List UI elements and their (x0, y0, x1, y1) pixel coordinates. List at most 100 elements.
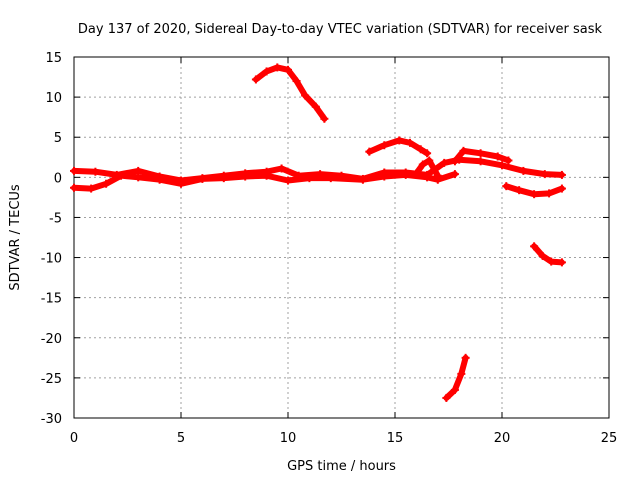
data-point (423, 149, 432, 158)
data-point (262, 171, 271, 180)
data-point (277, 164, 286, 173)
series-trace-rise-2 (450, 146, 513, 166)
data-point (442, 393, 451, 402)
data-point (547, 257, 556, 266)
series-trace-rise-1 (412, 156, 442, 180)
data-point (358, 175, 367, 184)
data-point (292, 77, 301, 86)
plot-frame (73, 56, 610, 419)
data-point (545, 189, 554, 198)
y-tick-label: -15 (41, 292, 62, 307)
data-point (395, 136, 404, 145)
data-point (502, 182, 511, 191)
data-point (305, 174, 314, 183)
data-point (284, 176, 292, 185)
y-tick-label: -5 (49, 211, 62, 226)
data-point (425, 156, 434, 165)
data-point (262, 67, 271, 76)
x-axis-label: GPS time / hours (287, 459, 396, 474)
data-point (416, 145, 425, 154)
chart-title: Day 137 of 2020, Sidereal Day-to-day VTE… (78, 22, 603, 37)
data-point (91, 167, 100, 176)
data-point (177, 179, 185, 188)
series-trace-dip-right (502, 182, 566, 199)
data-point (241, 172, 250, 181)
data-point (530, 242, 539, 251)
data-point (519, 166, 528, 175)
data-point (405, 138, 414, 147)
series-line (443, 354, 469, 401)
data-point (476, 157, 485, 166)
data-point (320, 114, 329, 123)
data-point (476, 149, 485, 158)
data-point (557, 184, 566, 193)
y-tick-label: 15 (45, 51, 62, 66)
data-point (70, 166, 78, 175)
series-line (531, 243, 565, 266)
data-point (326, 174, 335, 183)
x-tick-label: 5 (177, 431, 185, 446)
data-point (440, 158, 449, 167)
data-point (457, 369, 466, 378)
series-trace-bottom (442, 353, 470, 402)
data-point (70, 183, 78, 192)
data-point (155, 175, 164, 184)
y-tick-label: -20 (41, 332, 62, 347)
data-point (87, 184, 96, 193)
data-point (498, 161, 506, 170)
series-line (366, 137, 431, 157)
series-trace-main-lower (70, 170, 459, 193)
tick-marks (73, 56, 610, 419)
y-tick-label: -30 (41, 412, 62, 427)
data-point (450, 170, 459, 179)
data-point (433, 171, 442, 180)
data-point (515, 186, 524, 195)
data-point (251, 75, 260, 84)
x-tick-label: 15 (387, 431, 404, 446)
data-point (365, 147, 374, 156)
data-point (219, 174, 228, 183)
data-point (134, 173, 143, 182)
data-point (198, 174, 207, 183)
data-point (311, 102, 320, 111)
data-point (301, 91, 310, 100)
data-point (450, 157, 459, 166)
data-point (540, 170, 549, 179)
data-point (557, 258, 566, 267)
data-point (380, 172, 389, 181)
data-point (450, 385, 459, 394)
data-point (461, 353, 470, 362)
y-tick-label: -25 (41, 372, 62, 387)
series-trace-upper-arc (251, 63, 329, 123)
x-tick-label: 10 (280, 431, 297, 446)
grid (74, 57, 609, 418)
y-tick-label: 5 (54, 131, 62, 146)
y-tick-labels: -30 -25 -20 -15 -10 -5 0 5 10 15 (41, 51, 62, 427)
data-point (412, 169, 421, 178)
data-point (530, 190, 539, 199)
series-line (413, 157, 441, 179)
y-axis-label: SDTVAR / TECUs (8, 184, 23, 291)
series-layer (70, 63, 566, 402)
data-point (102, 179, 111, 188)
data-point (380, 141, 389, 150)
x-tick-labels: 0 5 10 15 20 25 (70, 431, 617, 446)
data-point (423, 173, 432, 182)
series-trace-mid-arc (365, 136, 432, 158)
data-point (504, 156, 513, 165)
series-trace-drop-right (530, 242, 566, 267)
data-point (117, 171, 126, 180)
y-tick-label: 10 (45, 91, 62, 106)
data-point (284, 65, 292, 74)
data-point (538, 251, 547, 260)
x-tick-label: 25 (601, 431, 618, 446)
x-tick-label: 20 (494, 431, 511, 446)
data-point (401, 170, 410, 179)
data-point (273, 63, 282, 72)
data-point (557, 170, 566, 179)
y-tick-label: -10 (41, 252, 62, 267)
data-point (459, 146, 468, 155)
x-tick-label: 0 (70, 431, 78, 446)
data-point (493, 152, 502, 161)
